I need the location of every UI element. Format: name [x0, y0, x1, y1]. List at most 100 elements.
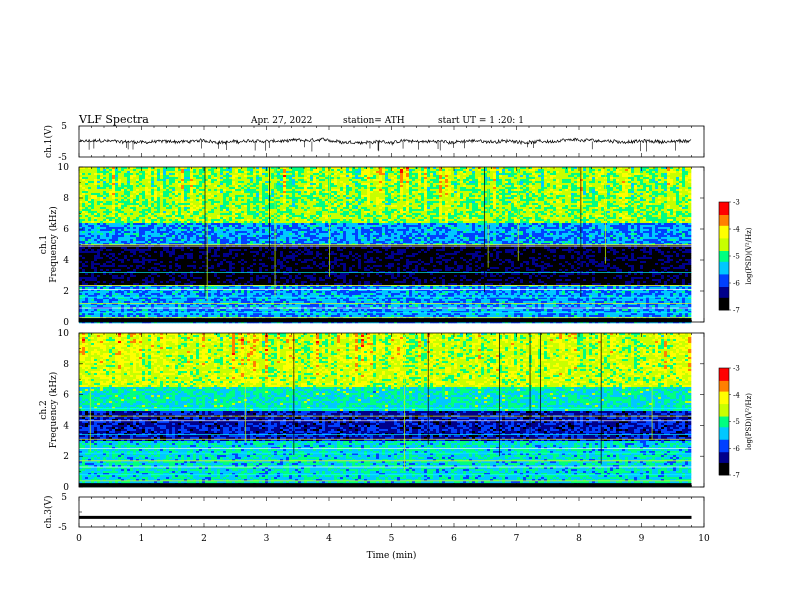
spectrogram-cell — [157, 277, 160, 279]
spectrogram-cell — [178, 249, 181, 251]
spectrogram-cell — [97, 195, 100, 197]
spectrogram-cell — [181, 309, 184, 311]
spectrogram-cell — [115, 213, 118, 215]
spectrogram-cell — [199, 203, 202, 205]
spectrogram-cell — [94, 241, 97, 243]
spectrogram-cell — [94, 233, 97, 235]
spectrogram-cell — [118, 189, 121, 191]
spectrogram-cell — [97, 273, 100, 275]
spectrogram-cell — [157, 249, 160, 251]
spectrogram-cell — [190, 199, 193, 201]
spectrogram-cell — [196, 227, 199, 229]
spectrogram-cell — [91, 267, 94, 269]
spectrogram-cell — [130, 171, 133, 173]
spectrogram-cell — [103, 299, 106, 301]
spectrogram-cell — [196, 211, 199, 213]
spectrogram-cell — [163, 213, 166, 215]
spectrogram-cell — [172, 255, 175, 257]
spectrogram-cell — [163, 255, 166, 257]
spectrogram-cell — [127, 189, 130, 191]
spectrogram-cell — [100, 277, 103, 279]
spectrogram-cell — [196, 257, 199, 259]
spectrogram-cell — [211, 173, 214, 175]
spectrogram-cell — [79, 263, 82, 265]
spectrogram-cell — [127, 275, 130, 277]
spectrogram-cell — [124, 171, 127, 173]
spectrogram-cell — [172, 275, 175, 277]
spectrogram-cell — [103, 233, 106, 235]
spectrogram-cell — [91, 171, 94, 173]
spectrogram-cell — [124, 227, 127, 229]
spectrogram-cell — [169, 205, 172, 207]
spectrogram-cell — [157, 267, 160, 269]
spectrogram-cell — [208, 273, 211, 275]
spectrogram-cell — [82, 199, 85, 201]
spectrogram-cell — [187, 187, 190, 189]
spectrogram-cell — [169, 249, 172, 251]
spectrogram-cell — [106, 205, 109, 207]
spectrogram-cell — [100, 181, 103, 183]
spectrogram-cell — [82, 203, 85, 205]
spectrogram-cell — [163, 301, 166, 303]
spectrogram-cell — [145, 193, 148, 195]
spectrogram-cell — [94, 263, 97, 265]
spectrogram-cell — [157, 177, 160, 179]
spectrogram-cell — [196, 287, 199, 289]
spectrogram-cell — [79, 267, 82, 269]
spectrogram-cell — [142, 269, 145, 271]
spectrogram-cell — [196, 247, 199, 249]
spectrogram-cell — [124, 173, 127, 175]
spectrogram-cell — [175, 235, 178, 237]
spectrogram-cell — [151, 207, 154, 209]
spectrogram-cell — [112, 199, 115, 201]
spectrogram-cell — [124, 183, 127, 185]
spectrogram-cell — [175, 247, 178, 249]
spectrogram-cell — [142, 215, 145, 217]
spectrogram-cell — [199, 283, 202, 285]
spectrogram-cell — [85, 265, 88, 267]
spectrogram-cell — [154, 181, 157, 183]
spectrogram-cell — [130, 261, 133, 263]
spectrogram-cell — [127, 263, 130, 265]
spectrogram-cell — [151, 221, 154, 223]
spectrogram-cell — [133, 227, 136, 229]
spectrogram-cell — [205, 193, 208, 195]
spectrogram-cell — [91, 309, 94, 311]
spectrogram-cell — [82, 213, 85, 215]
spectrogram-cell — [97, 313, 100, 315]
spectrogram-cell — [79, 305, 82, 307]
spectrogram-cell — [166, 301, 169, 303]
spectrogram-cell — [184, 235, 187, 237]
spectrogram-cell — [196, 249, 199, 251]
spectrogram-cell — [196, 219, 199, 221]
spectrogram-cell — [139, 251, 142, 253]
spectrogram-cell — [136, 225, 139, 227]
spectrogram-cell — [166, 173, 169, 175]
spectrogram-cell — [124, 169, 127, 171]
spectrogram-cell — [103, 291, 106, 293]
spectrogram-cell — [94, 185, 97, 187]
spectrogram-cell — [97, 265, 100, 267]
spectrogram-cell — [175, 291, 178, 293]
spectrogram-cell — [178, 231, 181, 233]
spectrogram-cell — [109, 169, 112, 171]
spectrogram-cell — [199, 211, 202, 213]
spectrogram-cell — [157, 309, 160, 311]
spectrogram-cell — [178, 213, 181, 215]
spectrogram-cell — [151, 189, 154, 191]
spectrogram-cell — [100, 293, 103, 295]
spectrogram-cell — [82, 201, 85, 203]
spectrogram-cell — [184, 179, 187, 181]
spectrogram-cell — [130, 193, 133, 195]
spectrogram-cell — [145, 209, 148, 211]
spectrogram-cell — [100, 229, 103, 231]
spectrogram-cell — [190, 177, 193, 179]
spectrogram-cell — [178, 173, 181, 175]
spectrogram-cell — [208, 229, 211, 231]
spectrogram-cell — [106, 207, 109, 209]
spectrogram-cell — [97, 241, 100, 243]
spectrogram-cell — [151, 203, 154, 205]
spectrogram-cell — [103, 203, 106, 205]
spectrogram-cell — [175, 201, 178, 203]
spectrogram-cell — [103, 279, 106, 281]
